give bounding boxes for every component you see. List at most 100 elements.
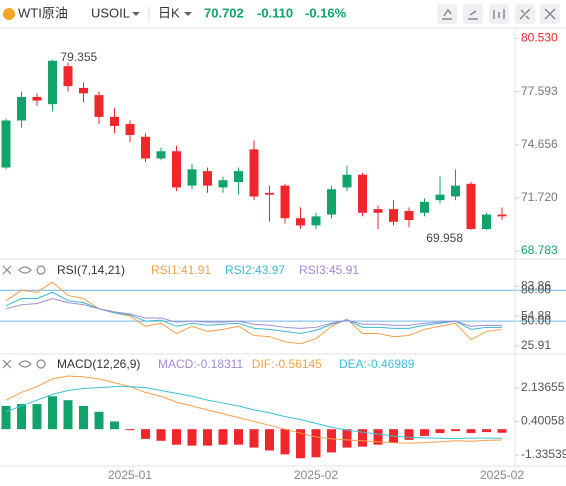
change-pct: -0.16%	[305, 5, 347, 20]
candle-body	[234, 171, 243, 182]
candle-body	[172, 151, 181, 188]
macd-bar	[497, 429, 507, 433]
candle-body	[79, 87, 88, 94]
macd-bar	[234, 429, 243, 445]
y-tick-label: 25.91	[521, 338, 551, 352]
candle-body	[358, 174, 367, 213]
candle-body	[342, 174, 352, 188]
candle-body	[1, 120, 11, 168]
candle-body	[373, 209, 383, 213]
indicator-line	[5, 291, 503, 334]
toolbar: WTI原油 USOIL 日K 70.702 -0.110 -0.16%	[3, 4, 560, 24]
macd-bar	[63, 400, 73, 430]
tool-icon	[544, 8, 556, 20]
macd-bar	[110, 421, 119, 430]
tool-icon	[493, 9, 505, 19]
settings-icon[interactable]	[36, 359, 46, 369]
y-tick-label: 80.530	[521, 31, 558, 45]
candle-body	[451, 185, 460, 197]
candle-body	[17, 96, 26, 121]
dropdown-arrow[interactable]	[132, 12, 140, 16]
candle-body	[404, 210, 414, 220]
candle-body	[482, 214, 491, 230]
x-tick-label: 2025-01	[108, 468, 152, 482]
macd-bar	[94, 411, 104, 430]
symbol-icon	[3, 8, 15, 20]
candle-body	[265, 192, 274, 195]
tool-icon	[442, 8, 452, 20]
tool-button[interactable]	[463, 4, 483, 24]
legend-label: RSI3:45.91	[299, 263, 359, 277]
macd-bar	[48, 396, 57, 430]
macd-bar	[373, 429, 383, 445]
candle-body	[203, 171, 212, 186]
macd-bar	[203, 429, 212, 446]
y-tick-label: 50.00	[521, 313, 551, 327]
settings-icon[interactable]	[36, 265, 46, 275]
macd-bar	[280, 429, 290, 455]
candle-body	[497, 214, 507, 217]
tool-button[interactable]	[437, 4, 457, 24]
y-tick-label: 77.593	[521, 84, 558, 98]
legend-label: DEA:-0.46989	[339, 357, 415, 371]
macd-bar	[404, 429, 414, 440]
macd-bar	[435, 429, 445, 434]
macd-bar	[218, 429, 228, 445]
close-icon[interactable]	[2, 265, 12, 275]
indicator-line	[5, 386, 503, 439]
candle-body	[280, 185, 290, 219]
price: 70.702	[204, 5, 244, 20]
macd-bar	[187, 429, 197, 446]
legend-label: DIF:-0.56145	[252, 357, 322, 371]
macd-bar	[311, 429, 321, 458]
legend-label: MACD:-0.18311	[158, 357, 243, 371]
indicator-title: RSI(7,14,21)	[57, 263, 125, 277]
macd-bar	[32, 404, 42, 430]
max-annotation: 79.355	[61, 50, 98, 64]
candle-body	[48, 60, 57, 105]
indicator-line	[5, 375, 503, 444]
candle-body	[249, 149, 259, 197]
indicator-line	[5, 297, 503, 329]
candle-body	[156, 151, 166, 159]
eye-icon[interactable]	[18, 360, 32, 368]
min-annotation: 69.958	[426, 231, 463, 245]
macd-bar	[141, 429, 150, 439]
candle-body	[218, 180, 228, 188]
eye-icon[interactable]	[18, 266, 32, 274]
candle-body	[32, 96, 42, 101]
legend-label: RSI2:43.97	[225, 263, 285, 277]
y-tick-label: 2.13655	[521, 380, 565, 394]
candle-body	[420, 201, 429, 213]
candle-body	[187, 169, 197, 186]
candle-body	[327, 189, 336, 215]
candle-body	[110, 116, 119, 126]
candle-body	[141, 136, 150, 159]
macd-bar	[466, 429, 476, 434]
macd-bar	[296, 429, 305, 459]
close-icon[interactable]	[2, 359, 12, 369]
macd-bar	[327, 429, 336, 453]
y-tick-label: 0.40058	[521, 414, 565, 428]
period[interactable]: 日K	[158, 5, 180, 20]
candle-body	[466, 183, 476, 230]
candle-body	[125, 124, 135, 135]
dropdown-arrow[interactable]	[184, 12, 192, 16]
macd-bar	[1, 405, 11, 430]
candle-body	[311, 216, 321, 226]
x-tick-label: 2025-02	[480, 468, 524, 482]
y-tick-label: 83.86	[521, 278, 551, 292]
macd-bar	[265, 429, 274, 451]
candle-body	[389, 209, 398, 222]
macd-bar	[358, 429, 367, 447]
symbol-code[interactable]: USOIL	[91, 5, 130, 20]
y-tick-label: 71.720	[521, 190, 558, 204]
macd-bar	[451, 429, 460, 432]
macd-bar	[156, 429, 166, 441]
tool-icon	[468, 10, 478, 20]
macd-bar	[17, 404, 26, 430]
legend-label: RSI1:41.91	[151, 263, 211, 277]
macd-bar	[172, 429, 181, 445]
candle-body	[296, 218, 305, 226]
